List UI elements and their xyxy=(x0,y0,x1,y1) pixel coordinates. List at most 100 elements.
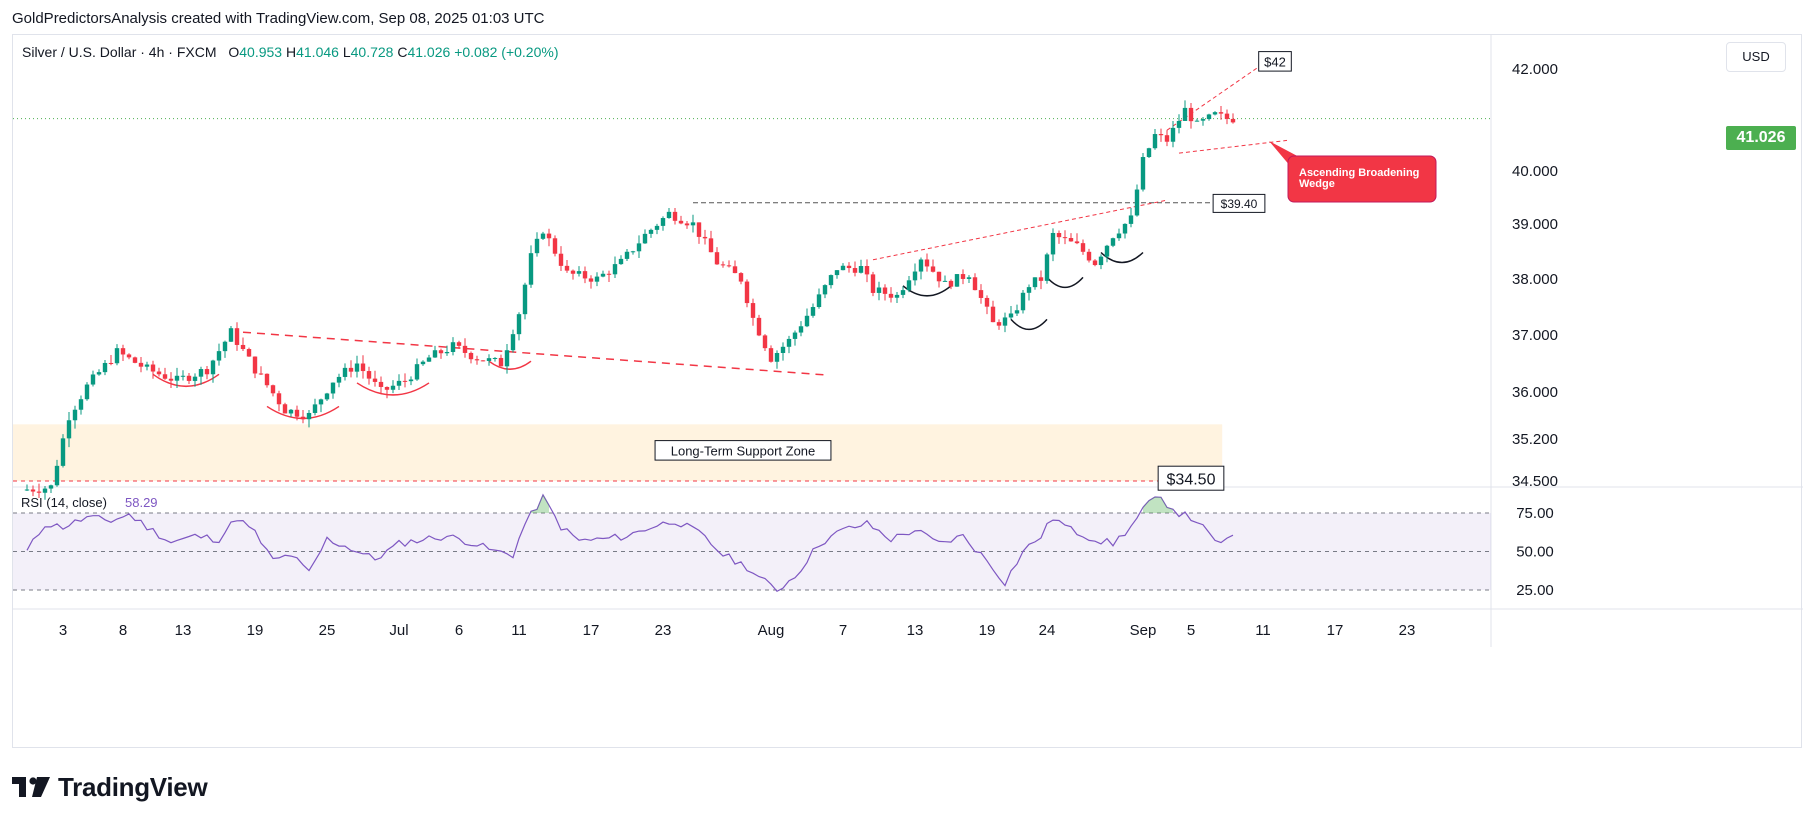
candle-body xyxy=(804,315,810,327)
candle-body xyxy=(612,264,618,275)
candle-body xyxy=(1092,260,1098,266)
candle-body xyxy=(300,416,306,420)
candle-body xyxy=(846,265,852,269)
candle-body xyxy=(498,357,504,367)
candle-body xyxy=(168,378,174,381)
candle-body xyxy=(600,273,606,277)
candle-body xyxy=(900,290,906,295)
time-tick-label: 7 xyxy=(839,622,847,639)
candle-body xyxy=(786,338,792,347)
wedge-label-line1: Ascending Broadening xyxy=(1299,167,1419,179)
candle-body xyxy=(888,293,894,298)
candle-body xyxy=(858,266,864,273)
support-zone-label: Long-Term Support Zone xyxy=(654,440,832,461)
time-tick-label: 19 xyxy=(979,622,996,639)
target-label-text: $42 xyxy=(1264,55,1286,70)
rsi-value: 58.29 xyxy=(125,495,158,510)
candle-body xyxy=(186,375,192,381)
chart-container[interactable]: Long-Term Support Zone $34.50 $39.40 $42 Asc… xyxy=(12,34,1803,749)
candle-body xyxy=(504,350,510,367)
candle-body xyxy=(918,259,924,272)
candle-body xyxy=(570,270,576,274)
tradingview-brand[interactable]: TradingView xyxy=(12,772,208,803)
candle-body xyxy=(132,357,138,363)
candle-body xyxy=(288,409,294,414)
candle-body xyxy=(870,274,876,293)
support-zone xyxy=(13,424,1223,481)
symbol-legend: Silver / U.S. Dollar · 4h · FXCM O40.953… xyxy=(22,44,558,60)
tradingview-logo-icon xyxy=(12,776,50,797)
time-tick-label: 11 xyxy=(1255,622,1271,639)
candle-body xyxy=(1032,277,1038,288)
candle-body xyxy=(192,376,198,381)
candle-body xyxy=(1200,119,1206,121)
candle-body xyxy=(96,372,102,375)
candle-body xyxy=(336,376,342,383)
candle-body xyxy=(1164,135,1170,142)
price-chart[interactable]: Long-Term Support Zone $34.50 $39.40 $42 Asc… xyxy=(13,35,1803,749)
candle-body xyxy=(1056,232,1062,238)
candle-body xyxy=(1230,118,1236,123)
candle-body xyxy=(1140,157,1146,190)
price-tick-label: 39.000 xyxy=(1512,216,1558,233)
candle-body xyxy=(966,277,972,279)
candle-body xyxy=(1110,238,1116,246)
candle-body xyxy=(726,265,732,267)
candle-body xyxy=(906,280,912,291)
wedge-upper-line xyxy=(1166,63,1264,131)
candle-body xyxy=(342,367,348,377)
candle-body xyxy=(954,274,960,287)
candle-body xyxy=(552,238,558,254)
candle-body xyxy=(576,271,582,274)
candle-body xyxy=(24,489,30,491)
candle-body xyxy=(1074,241,1080,244)
candle-body xyxy=(1044,254,1050,281)
candle-body xyxy=(912,271,918,281)
currency-button[interactable]: USD xyxy=(1726,42,1786,72)
support-price-label: $34.50 xyxy=(1157,465,1225,491)
candle-body xyxy=(396,380,402,386)
candle-body xyxy=(1212,112,1218,115)
candle-body xyxy=(222,341,228,352)
candle-body xyxy=(30,489,36,492)
price-tick-label: 42.000 xyxy=(1512,61,1558,78)
candle-body xyxy=(228,328,234,342)
candle-body xyxy=(402,380,408,382)
candle-body xyxy=(1146,148,1152,158)
candle-body xyxy=(432,350,438,358)
price-tick-label: 34.500 xyxy=(1512,473,1558,490)
candle-body xyxy=(984,297,990,307)
candle-body xyxy=(852,268,858,273)
candle-body xyxy=(210,360,216,375)
candle-body xyxy=(156,371,162,375)
candle-body xyxy=(102,362,108,373)
symbol-name[interactable]: Silver / U.S. Dollar · 4h · FXCM xyxy=(22,44,217,60)
candle-body xyxy=(324,393,330,400)
candle-body xyxy=(948,280,954,287)
candle-body xyxy=(534,238,540,254)
candle-body xyxy=(732,266,738,274)
candle-body xyxy=(546,233,552,239)
time-tick-label: 24 xyxy=(1039,622,1056,639)
candle-body xyxy=(126,354,132,358)
candle-body xyxy=(630,251,636,253)
candle-body xyxy=(384,386,390,390)
candle-body xyxy=(1152,134,1158,149)
candle-body xyxy=(456,342,462,346)
candle-body xyxy=(426,357,432,362)
candle-body xyxy=(738,273,744,282)
candle-body xyxy=(588,278,594,282)
rsi-overbought-fill xyxy=(531,509,537,513)
time-tick-label: 8 xyxy=(119,622,127,639)
candle-body xyxy=(1068,238,1074,242)
candle-body xyxy=(1206,114,1212,120)
candle-body xyxy=(348,367,354,372)
time-tick-label: Jul xyxy=(389,622,408,639)
candle-body xyxy=(1050,232,1056,255)
candle-body xyxy=(246,349,252,357)
candle-body xyxy=(486,358,492,361)
candle-body xyxy=(792,332,798,339)
candle-body xyxy=(648,229,654,234)
rsi-overbought-fill xyxy=(1155,497,1161,513)
